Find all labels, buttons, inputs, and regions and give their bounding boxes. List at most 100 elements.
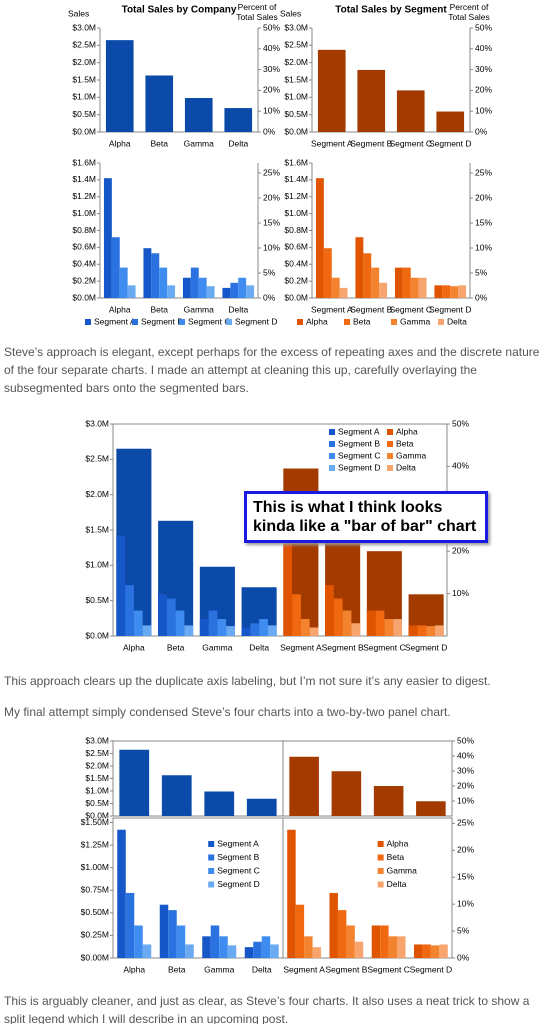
legend-label: Alpha [387,838,409,848]
bar [426,626,435,636]
bar [246,285,255,298]
y-tick-label: $3.0M [85,418,109,428]
legend-swatch [329,429,335,435]
bar [159,904,169,958]
bar [261,936,271,958]
bar [142,625,152,636]
y-tick-label: $0.00M [81,952,109,962]
bar [184,98,213,132]
y2-tick-label: 20% [475,192,492,202]
y-tick-label: $1.5M [85,524,109,534]
x-tick-label: Beta [151,138,169,148]
bar [267,625,277,636]
y2-tick-label: 15% [263,217,280,227]
bar [417,625,427,636]
legend-swatch [132,319,138,325]
legend-swatch [387,441,393,447]
bar [418,277,427,298]
x-tick-label: Segment A [311,304,353,314]
y2-tick-label: 10% [475,242,492,252]
x-tick-label: Alpha [123,642,145,652]
legend-label: Delta [396,462,416,472]
legend-swatch [377,854,384,861]
x-tick-label: Alpha [109,304,131,314]
x-tick-label: Gamma [202,642,233,652]
bar [333,598,343,636]
legend-swatch [329,453,335,459]
x-tick-label: Gamma [184,304,215,314]
bar [168,910,177,958]
bar [413,944,423,958]
legend-swatch [85,319,91,325]
y2-tick-label: 5% [475,267,488,277]
y-tick-label: $1.25M [81,839,109,849]
legend-label: Gamma [396,450,427,460]
bar [190,267,199,298]
y2-tick-label: 50% [452,418,469,428]
legend-label: Segment B [141,316,183,326]
bar [371,925,381,958]
bar [357,69,386,132]
y-tick-label: $2.5M [85,748,109,758]
bar [331,277,340,298]
bar [416,801,446,816]
y-tick-label: $2.5M [284,40,308,50]
y-tick-label: $1.50M [81,817,109,827]
bar [363,253,372,298]
bar [287,829,296,958]
y2-tick-label: 20% [457,780,474,790]
y-tick-label: $2.0M [85,760,109,770]
legend-label: Alpha [396,426,418,436]
y2-tick-label: 40% [263,43,280,53]
y2-tick-label: 10% [457,898,474,908]
x-tick-label: Segment D [429,304,472,314]
y-axis-label: Sales [280,8,301,18]
y-tick-label: $1.2M [72,191,96,201]
plot-frame [282,740,453,817]
bar [145,75,174,132]
y-tick-label: $1.5M [284,74,308,84]
bar [373,786,404,816]
bar [304,936,313,958]
y-tick-label: $0.50M [81,907,109,917]
bar [436,111,465,132]
legend-swatch [329,465,335,471]
bar [315,178,324,298]
bar [105,40,134,133]
y-tick-label: $3.0M [85,735,109,745]
legend-swatch [377,868,384,874]
bar [450,286,459,298]
y-tick-label: $1.00M [81,862,109,872]
bar [292,594,301,636]
chart-title: Total Sales by Company [122,5,237,16]
bar [185,944,194,958]
y2-tick-label: 20% [457,845,474,855]
y-tick-label: $0.8M [72,225,96,235]
y-tick-label: $0.0M [85,810,109,820]
bar [125,892,135,958]
x-tick-label: Segment D [410,964,453,974]
y-tick-label: $0.6M [72,242,96,252]
x-tick-label: Segment B [350,138,392,148]
legend-swatch [438,319,444,325]
legend-label: Segment B [217,852,259,862]
bar [119,267,128,298]
legend-label: Segment A [338,426,380,436]
y-tick-label: $0.0M [284,126,308,136]
x-tick-label: Alpha [109,138,131,148]
y2-tick-label: 40% [452,461,469,471]
legend-swatch [208,881,215,888]
y-tick-label: $0.25M [81,930,109,940]
bar [295,904,305,958]
bar [393,619,402,636]
legend-label: Delta [387,879,407,889]
bar [224,108,253,132]
annotation: This is what I think looks kinda like a … [244,491,488,543]
y2-tick-label: 20% [263,192,280,202]
x-tick-label: Segment A [280,642,322,652]
y-tick-label: $1.6M [72,157,96,167]
bar [125,585,134,636]
bar [384,619,394,636]
legend-swatch [208,841,215,847]
bar [217,619,227,636]
